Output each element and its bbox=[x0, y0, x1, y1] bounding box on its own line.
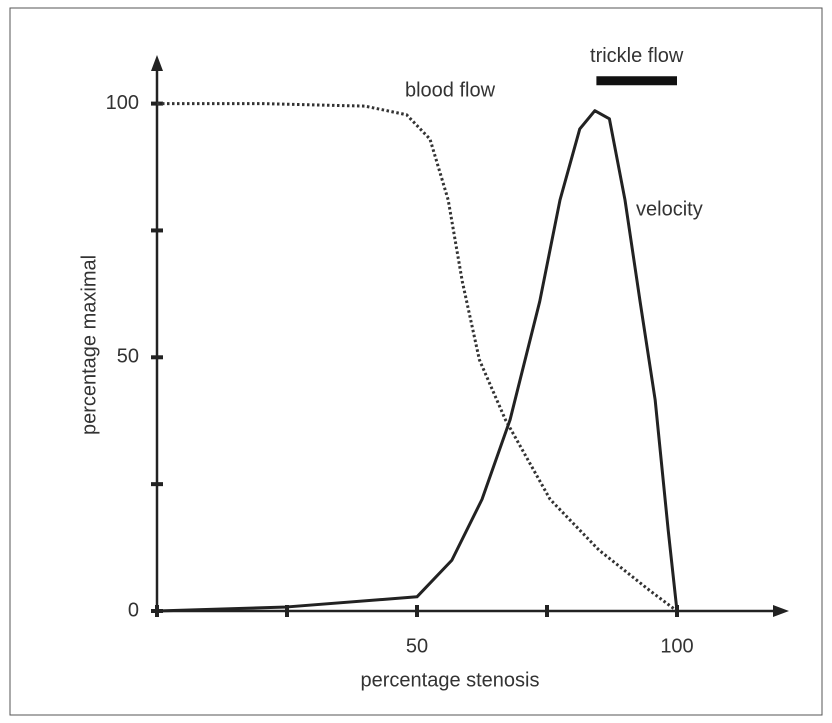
trickle-flow-label: trickle flow bbox=[590, 45, 684, 67]
y-axis-label: percentage maximal bbox=[78, 255, 100, 435]
y-tick-label: 0 bbox=[128, 599, 139, 621]
x-arrow bbox=[773, 605, 789, 617]
series-label: velocity bbox=[636, 198, 703, 220]
x-axis-label: percentage stenosis bbox=[360, 669, 539, 691]
y-arrow bbox=[151, 55, 163, 71]
series-line bbox=[155, 109, 679, 613]
frame bbox=[9, 7, 823, 716]
series-label: blood flow bbox=[405, 79, 496, 101]
x-tick-label: 50 bbox=[406, 635, 428, 657]
y-tick-label: 50 bbox=[117, 346, 139, 368]
x-tick-label: 100 bbox=[660, 635, 693, 657]
y-tick-label: 100 bbox=[106, 92, 139, 114]
series-line bbox=[157, 102, 678, 613]
